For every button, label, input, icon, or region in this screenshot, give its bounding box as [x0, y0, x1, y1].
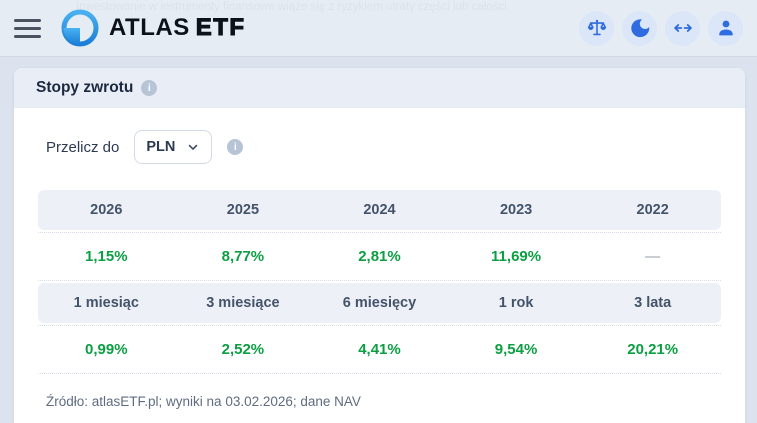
- return-value-cell: 1,15%: [85, 248, 128, 265]
- moon-icon: [629, 17, 651, 39]
- returns-table: 2026 2025 2024 2023 2022 1,15% 8,77% 2,8…: [38, 190, 721, 374]
- brand-name-primary: ATLAS: [109, 14, 190, 41]
- returns-panel: Stopy zwrotu i Przelicz do PLN i 2026 20…: [14, 68, 745, 423]
- period-header-cell: 3 miesiące: [206, 295, 280, 311]
- compare-scale-button[interactable]: [579, 10, 614, 46]
- hamburger-menu-button[interactable]: [14, 14, 41, 43]
- user-account-button[interactable]: [708, 10, 743, 46]
- topbar: ATLAS ETF: [0, 0, 757, 57]
- return-value-cell: 11,69%: [491, 248, 542, 265]
- year-header-cell: 2024: [363, 202, 396, 218]
- year-header-cell: 2022: [636, 202, 669, 218]
- brand-name-secondary: ETF: [195, 13, 246, 41]
- converter-label: Przelicz do: [46, 138, 120, 156]
- period-header-row: 1 miesiąc 3 miesiące 6 miesięcy 1 rok 3 …: [38, 283, 721, 323]
- year-header-cell: 2025: [226, 202, 260, 218]
- return-value-cell: 2,52%: [221, 341, 265, 358]
- return-value-cell: 8,77%: [221, 248, 265, 265]
- period-values-row: 0,99% 2,52% 4,41% 9,54% 20,21%: [38, 325, 721, 374]
- currency-converter-row: Przelicz do PLN i: [46, 130, 729, 164]
- info-icon[interactable]: i: [227, 139, 244, 155]
- period-header-cell: 1 rok: [498, 295, 534, 311]
- topbar-actions: [579, 10, 743, 46]
- return-value-cell: 2,81%: [358, 248, 401, 265]
- data-source-note: Źródło: atlasETF.pl; wyniki na 03.02.202…: [46, 394, 361, 409]
- scale-icon: [586, 17, 608, 39]
- brand-logo[interactable]: ATLAS ETF: [60, 8, 246, 48]
- brand-wordmark: ATLAS ETF: [109, 13, 246, 42]
- info-icon[interactable]: i: [141, 80, 158, 96]
- period-header-cell: 6 miesięcy: [342, 295, 417, 311]
- period-header-cell: 1 miesiąc: [73, 295, 139, 311]
- currency-select-value: PLN: [146, 139, 176, 155]
- return-value-cell: 9,54%: [494, 341, 538, 358]
- panel-header: Stopy zwrotu i: [14, 68, 745, 108]
- return-value-cell: 4,41%: [358, 341, 401, 358]
- compare-arrows-button[interactable]: [665, 10, 700, 46]
- dark-mode-button[interactable]: [622, 10, 657, 46]
- period-header-cell: 3 lata: [634, 295, 672, 311]
- user-icon: [715, 17, 737, 39]
- year-header-cell: 2026: [90, 202, 123, 218]
- compare-arrows-icon: [672, 17, 694, 39]
- chevron-down-icon: [186, 140, 200, 154]
- return-value-cell: 0,99%: [85, 341, 128, 358]
- currency-select[interactable]: PLN: [134, 130, 213, 164]
- panel-title: Stopy zwrotu: [36, 79, 134, 96]
- return-value-cell-empty: —: [645, 248, 661, 265]
- atlas-pie-logo-icon: [60, 8, 100, 48]
- year-header-row: 2026 2025 2024 2023 2022: [38, 190, 721, 230]
- year-values-row: 1,15% 8,77% 2,81% 11,69% —: [38, 232, 721, 281]
- year-header-cell: 2023: [499, 202, 533, 218]
- return-value-cell: 20,21%: [627, 341, 679, 358]
